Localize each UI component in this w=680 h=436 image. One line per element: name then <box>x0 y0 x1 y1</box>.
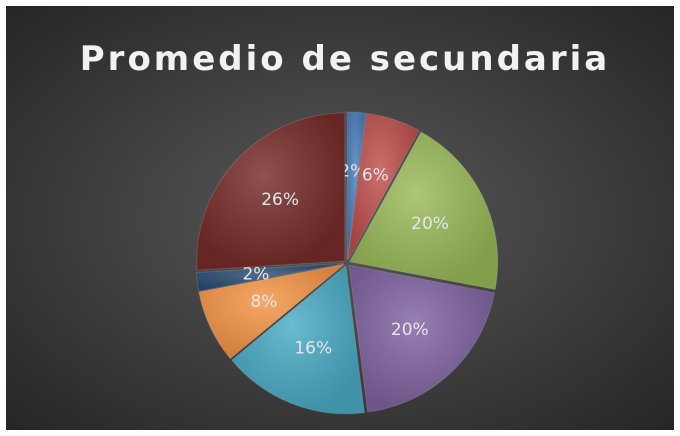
data-label: 20% <box>391 320 429 340</box>
data-label: 20% <box>411 214 449 234</box>
chart-title: Promedio de secundaria <box>80 39 610 79</box>
data-label: 16% <box>294 338 332 358</box>
data-label: 26% <box>261 190 299 210</box>
data-label: 6% <box>362 166 389 186</box>
data-label: 8% <box>250 292 277 312</box>
